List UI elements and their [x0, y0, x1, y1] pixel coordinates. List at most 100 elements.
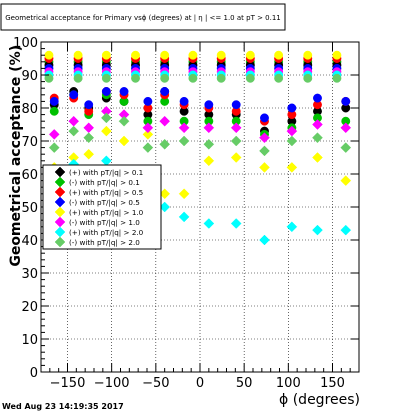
data-point: [44, 73, 54, 83]
data-point: [131, 73, 140, 83]
data-point: [119, 87, 129, 96]
legend-entry: (+) with pT/|q| > 2.0: [54, 226, 144, 238]
data-point: [83, 148, 95, 160]
data-point: [340, 175, 352, 186]
y-axis-label: Geometrical acceptance (%): [8, 45, 24, 267]
data-point: [259, 145, 270, 157]
data-point: [340, 122, 352, 134]
data-point: [101, 112, 112, 124]
legend-label: (+) with pT/|q| > 1.0: [69, 208, 144, 217]
legend-label: (-) with pT/|q| > 2.0: [69, 238, 140, 247]
data-point: [188, 50, 198, 60]
y-tick-label: 20: [21, 300, 38, 315]
data-point: [259, 162, 270, 173]
x-tick-label: −50: [142, 376, 169, 391]
data-point: [274, 50, 284, 60]
x-tick-label: −100: [94, 376, 130, 391]
data-point: [287, 103, 297, 113]
data-point: [142, 142, 154, 153]
data-point: [341, 96, 351, 106]
series-4: [44, 50, 342, 60]
data-point: [143, 96, 153, 106]
data-point: [159, 138, 171, 150]
data-point: [286, 221, 298, 233]
data-point: [231, 100, 241, 110]
series-11: [49, 87, 351, 123]
data-point: [178, 122, 190, 134]
legend-label: (+) with pT/|q| > 0.5: [69, 188, 143, 197]
legend-label: (-) with pT/|q| > 1.0: [69, 218, 140, 227]
y-tick-label: 10: [21, 333, 38, 348]
data-point: [340, 142, 352, 153]
data-point: [178, 211, 190, 223]
y-tick-label: 100: [13, 36, 38, 51]
data-point: [73, 73, 83, 83]
data-point: [49, 96, 59, 106]
data-point: [204, 100, 214, 110]
title-frame: [0, 3, 286, 31]
data-point: [286, 162, 298, 173]
data-point: [216, 73, 226, 83]
title-box: Geometrical acceptance for Primary vsϕ (…: [0, 3, 286, 31]
y-tick-label: 90: [21, 69, 38, 84]
data-point: [160, 87, 170, 96]
data-point: [159, 115, 171, 127]
data-point: [332, 73, 342, 83]
data-point: [203, 218, 215, 229]
legend-items: (+) with pT/|q| > 0.1 (-) with pT/|q| > 0…: [54, 166, 144, 248]
data-point: [340, 224, 352, 236]
data-point: [312, 152, 323, 163]
legend-label: (+) with pT/|q| > 0.1: [69, 168, 143, 177]
data-point: [303, 50, 313, 60]
data-point: [68, 125, 80, 137]
data-point: [230, 218, 242, 229]
y-tick-label: 80: [21, 102, 38, 117]
series-13: [48, 105, 352, 144]
legend-marker: [54, 236, 66, 248]
legend: (+) with pT/|q| > 0.1 (-) with pT/|q| > 0…: [42, 164, 162, 250]
data-point: [160, 73, 170, 83]
x-tick-label: 150: [320, 376, 345, 391]
legend-label: (-) with pT/|q| > 0.5: [69, 198, 140, 207]
data-point: [312, 119, 323, 130]
data-point: [101, 50, 111, 60]
data-point: [118, 115, 130, 127]
x-tick-label: 50: [236, 376, 253, 391]
data-point: [216, 50, 226, 60]
data-point: [286, 135, 298, 147]
data-point: [303, 73, 313, 83]
data-point: [49, 106, 59, 116]
x-tick-label: 0: [196, 376, 204, 391]
data-point: [101, 87, 111, 96]
data-point: [203, 155, 215, 167]
data-point: [69, 90, 79, 100]
data-point: [312, 132, 323, 144]
data-point: [203, 122, 215, 134]
chart-title: Geometrical acceptance for Primary vsϕ (…: [5, 14, 281, 22]
data-point: [178, 135, 190, 147]
y-tick-label: 30: [21, 267, 38, 282]
y-tick-label: 40: [21, 234, 38, 249]
data-point: [203, 138, 215, 150]
legend-entry: (+) with pT/|q| > 0.5: [54, 186, 143, 198]
data-point: [48, 129, 60, 140]
data-point: [131, 50, 140, 60]
y-tick-label: 60: [21, 168, 38, 183]
y-tick-label: 0: [30, 366, 38, 381]
data-point: [48, 142, 60, 153]
data-point: [142, 129, 154, 140]
data-point: [245, 73, 255, 83]
data-point: [101, 73, 111, 83]
data-point: [178, 188, 190, 200]
data-point: [188, 73, 198, 83]
legend-label: (+) with pT/|q| > 2.0: [69, 228, 144, 237]
legend-entry: (+) with pT/|q| > 0.1: [54, 166, 143, 178]
data-point: [230, 122, 242, 134]
data-point: [83, 132, 95, 144]
data-point: [44, 50, 54, 60]
x-axis-label: ϕ (degrees): [279, 392, 360, 408]
data-point: [312, 224, 323, 236]
data-point: [230, 152, 242, 163]
data-point: [245, 50, 255, 60]
data-point: [73, 50, 83, 60]
